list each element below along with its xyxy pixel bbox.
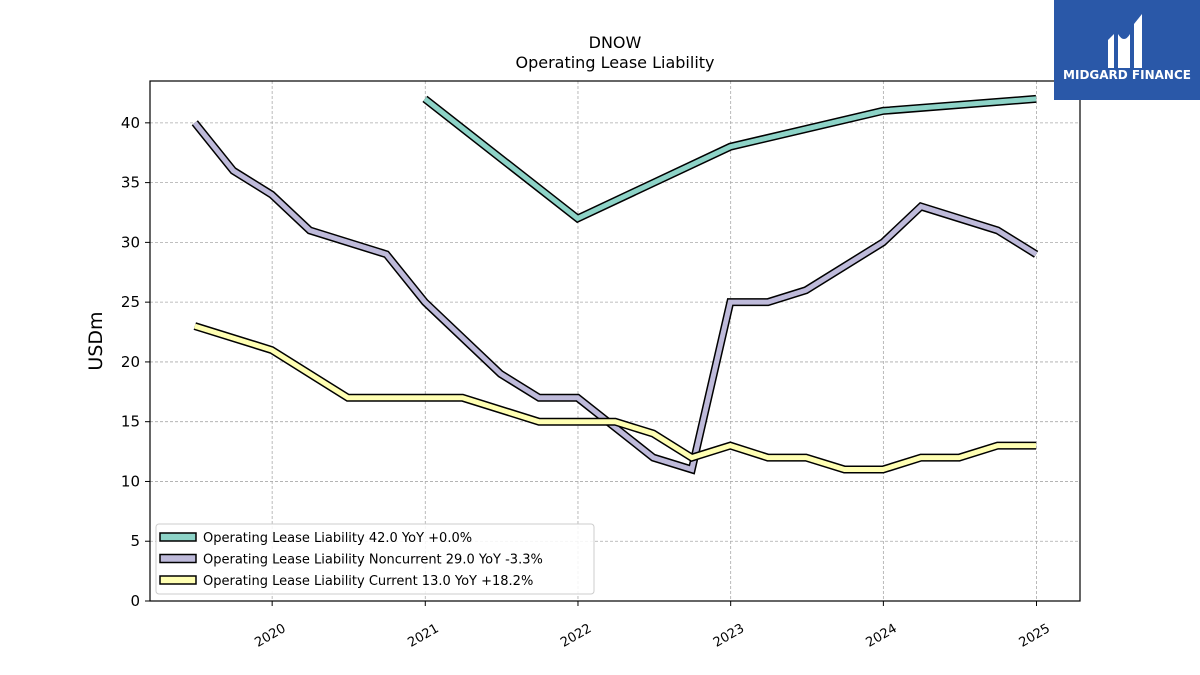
- series-stroke: [194, 323, 1037, 472]
- y-axis-label: USDm: [85, 311, 107, 370]
- chart-subtitle: Operating Lease Liability: [515, 53, 714, 72]
- legend-swatch: [159, 553, 197, 564]
- series-line: [193, 322, 1037, 474]
- x-tick-label: 2024: [864, 621, 900, 651]
- legend-label: Operating Lease Liability Noncurrent 29.…: [203, 553, 543, 568]
- brand-logo: MIDGARD FINANCE: [1054, 0, 1200, 100]
- y-tick-label: 25: [121, 293, 140, 311]
- legend-label: Operating Lease Liability Current 13.0 Y…: [203, 574, 533, 589]
- x-tick-label: 2023: [711, 621, 747, 651]
- y-tick-label: 15: [121, 413, 140, 431]
- legend-box: [155, 523, 595, 595]
- chart-title: DNOW: [589, 33, 642, 52]
- series-lines: [191, 94, 1039, 475]
- series-line: [191, 120, 1039, 475]
- x-tick-label: 2020: [252, 621, 288, 651]
- brand-name: MIDGARD FINANCE: [1063, 68, 1191, 82]
- x-tick-label: 2025: [1017, 621, 1053, 651]
- y-tick-label: 5: [130, 532, 140, 550]
- midgard-logo-icon: [1108, 14, 1142, 68]
- y-tick-label: 20: [121, 353, 140, 371]
- x-tick-label: 2022: [558, 621, 594, 651]
- x-tick-label: 2021: [405, 621, 441, 651]
- grid: [150, 81, 1080, 602]
- series-stroke: [423, 96, 1037, 222]
- series-outline: [191, 120, 1039, 475]
- plot-frame: [149, 80, 1081, 602]
- legend-swatch: [159, 575, 197, 585]
- legend-label: Operating Lease Liability 42.0 YoY +0.0%: [203, 531, 472, 546]
- legend: Operating Lease Liability 42.0 YoY +0.0%…: [155, 523, 595, 595]
- series-outline: [193, 322, 1037, 474]
- y-axis: 0 5 10 15 20 25 30 35 40: [121, 114, 150, 610]
- series-stroke: [192, 121, 1038, 473]
- series-line: [422, 94, 1037, 224]
- legend-swatch: [159, 532, 197, 542]
- x-axis: 2020 2021 2022 2023 2024 2025: [252, 601, 1053, 651]
- y-tick-label: 30: [121, 233, 140, 251]
- y-tick-label: 40: [121, 114, 140, 132]
- y-tick-label: 10: [121, 472, 140, 490]
- y-tick-label: 35: [121, 174, 140, 192]
- y-tick-label: 0: [130, 592, 140, 610]
